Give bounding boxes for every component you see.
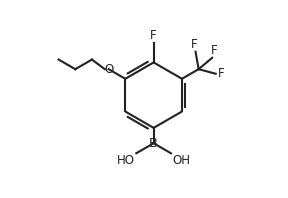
Text: F: F [218,67,225,80]
Text: O: O [104,63,113,76]
Text: F: F [211,44,217,57]
Text: HO: HO [117,154,135,168]
Text: F: F [150,29,157,42]
Text: B: B [149,137,158,150]
Text: OH: OH [173,154,190,168]
Text: F: F [191,38,198,50]
